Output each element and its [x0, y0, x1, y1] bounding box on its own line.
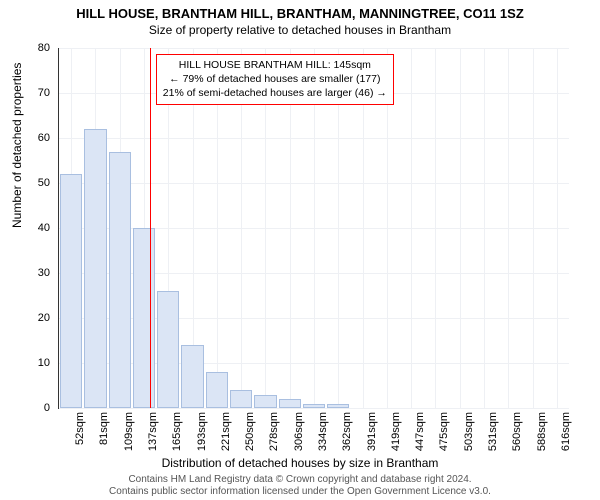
bar — [60, 174, 82, 408]
gridline-v — [557, 48, 558, 408]
y-tick: 50 — [20, 177, 50, 189]
x-tick: 109sqm — [123, 412, 135, 451]
y-tick: 30 — [20, 267, 50, 279]
bar — [181, 345, 203, 408]
bar — [230, 390, 252, 408]
annotation-line-2: 21% of semi-detached houses are larger (… — [163, 86, 387, 100]
gridline-v — [460, 48, 461, 408]
x-tick: 391sqm — [366, 412, 378, 451]
annotation-line-0: HILL HOUSE BRANTHAM HILL: 145sqm — [163, 58, 387, 72]
y-tick: 80 — [20, 42, 50, 54]
x-tick: 419sqm — [390, 412, 402, 451]
marker-line — [150, 48, 151, 408]
x-tick: 503sqm — [463, 412, 475, 451]
footer-attribution: Contains HM Land Registry data © Crown c… — [0, 474, 600, 498]
y-tick: 20 — [20, 312, 50, 324]
x-tick: 81sqm — [98, 412, 110, 445]
y-tick: 60 — [20, 132, 50, 144]
bar — [109, 152, 131, 409]
y-tick: 10 — [20, 357, 50, 369]
x-tick: 193sqm — [196, 412, 208, 451]
x-tick: 250sqm — [244, 412, 256, 451]
chart-container: HILL HOUSE, BRANTHAM HILL, BRANTHAM, MAN… — [0, 0, 600, 500]
x-tick: 362sqm — [341, 412, 353, 451]
x-axis-label: Distribution of detached houses by size … — [0, 456, 600, 470]
x-tick: 531sqm — [487, 412, 499, 451]
x-tick: 306sqm — [293, 412, 305, 451]
gridline-v — [484, 48, 485, 408]
x-tick: 165sqm — [171, 412, 183, 451]
x-tick: 447sqm — [414, 412, 426, 451]
x-tick: 560sqm — [511, 412, 523, 451]
plot-area: HILL HOUSE BRANTHAM HILL: 145sqm← 79% of… — [58, 48, 569, 409]
y-tick: 70 — [20, 87, 50, 99]
bar — [279, 399, 301, 408]
annotation-box: HILL HOUSE BRANTHAM HILL: 145sqm← 79% of… — [156, 54, 394, 105]
annotation-line-1: ← 79% of detached houses are smaller (17… — [163, 72, 387, 86]
y-tick-labels: 01020304050607080 — [0, 48, 54, 408]
x-tick: 475sqm — [438, 412, 450, 451]
x-tick: 221sqm — [220, 412, 232, 451]
chart-subtitle: Size of property relative to detached ho… — [0, 21, 600, 37]
footer-line-1: Contains HM Land Registry data © Crown c… — [0, 474, 600, 486]
gridline-v — [533, 48, 534, 408]
bar — [254, 395, 276, 409]
footer-line-2: Contains public sector information licen… — [0, 486, 600, 498]
y-tick: 0 — [20, 402, 50, 414]
gridline-v — [435, 48, 436, 408]
bar — [84, 129, 106, 408]
chart-title: HILL HOUSE, BRANTHAM HILL, BRANTHAM, MAN… — [0, 0, 600, 21]
x-tick: 278sqm — [268, 412, 280, 451]
x-tick: 588sqm — [536, 412, 548, 451]
bar — [157, 291, 179, 408]
bar — [133, 228, 155, 408]
x-tick: 334sqm — [317, 412, 329, 451]
gridline-v — [411, 48, 412, 408]
x-tick: 616sqm — [560, 412, 572, 451]
x-tick: 137sqm — [147, 412, 159, 451]
gridline-v — [508, 48, 509, 408]
bar — [206, 372, 228, 408]
x-tick: 52sqm — [74, 412, 86, 445]
y-tick: 40 — [20, 222, 50, 234]
